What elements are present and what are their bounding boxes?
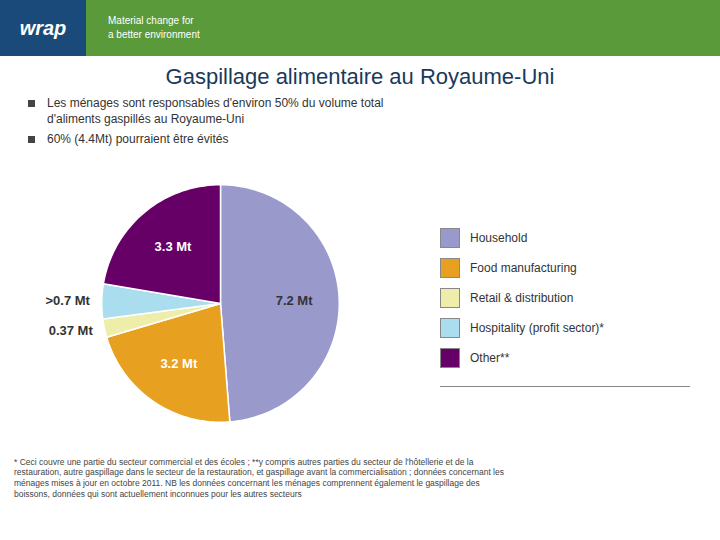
html-text:* Ceci couvre une partie du se: * Ceci couvre une partie du secteur comm… bbox=[14, 456, 504, 499]
svg-text:0.37 Mt: 0.37 Mt bbox=[49, 323, 94, 338]
svg-text:3.2 Mt: 3.2 Mt bbox=[160, 356, 198, 371]
html-text:Gaspillage alimentaire au Roya: Gaspillage alimentaire au Royaume-Uni bbox=[165, 64, 555, 89]
svg-text:>0.7 Mt: >0.7 Mt bbox=[45, 293, 90, 308]
html-text:Other**: Other** bbox=[470, 351, 510, 366]
html-text:wrap: wrap bbox=[19, 16, 67, 39]
html-text:Retail & distribution: Retail & distribution bbox=[470, 291, 574, 306]
svg-text:7.2 Mt: 7.2 Mt bbox=[276, 293, 314, 308]
html-text:Household: Household bbox=[470, 231, 528, 246]
svg-text:3.3 Mt: 3.3 Mt bbox=[155, 239, 193, 254]
html-text:Hospitality (profit sector)*: Hospitality (profit sector)* bbox=[470, 321, 604, 336]
html-text:Material change for: Material change for bbox=[108, 15, 194, 26]
html-text:60% (4.4Mt) pourraient être év: 60% (4.4Mt) pourraient être évités bbox=[47, 132, 229, 147]
html-text:Food manufacturing: Food manufacturing bbox=[470, 261, 577, 276]
html-text:a better environment: a better environment bbox=[108, 29, 200, 40]
html-text:Les ménages sont responsables: Les ménages sont responsables d'environ … bbox=[47, 96, 384, 126]
